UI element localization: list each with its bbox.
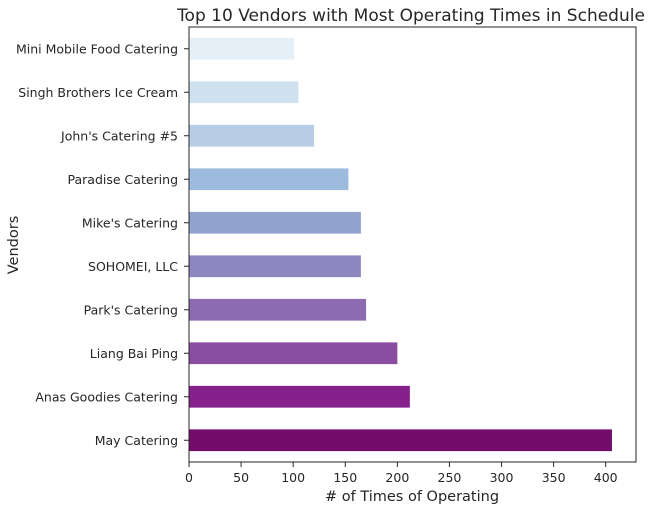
x-tick-label-8: 400: [594, 470, 618, 485]
y-tick-label-3: Park's Catering: [84, 302, 178, 317]
x-tick-label-6: 300: [490, 470, 514, 485]
bar-4: [189, 255, 361, 278]
x-tick-label-5: 250: [438, 470, 462, 485]
y-tick-label-4: SOHOMEI, LLC: [88, 259, 178, 274]
x-tick-label-4: 200: [385, 470, 409, 485]
chart-title: Top 10 Vendors with Most Operating Times…: [176, 6, 645, 26]
bar-6: [189, 168, 349, 191]
x-tick-label-3: 150: [333, 470, 357, 485]
bar-9: [189, 37, 295, 60]
y-tick-label-2: Liang Bai Ping: [90, 346, 178, 361]
bar-7: [189, 124, 315, 147]
x-tick-label-2: 100: [281, 470, 305, 485]
bar-0: [189, 429, 612, 452]
y-tick-label-5: Mike's Catering: [82, 215, 178, 230]
ticks-layer: May Catering Anas Goodies Catering Liang B…: [16, 41, 618, 485]
bar-8: [189, 81, 299, 104]
y-tick-label-1: Anas Goodies Catering: [35, 389, 178, 404]
bar-1: [189, 385, 410, 408]
x-tick-label-0: 0: [185, 470, 193, 485]
y-tick-label-0: May Catering: [95, 433, 178, 448]
x-tick-label-1: 50: [233, 470, 249, 485]
y-tick-label-8: Singh Brothers Ice Cream: [18, 85, 178, 100]
y-axis-label: Vendors: [6, 216, 22, 275]
x-axis-label: # of Times of Operating: [325, 489, 499, 505]
y-tick-label-7: John's Catering #5: [60, 128, 178, 143]
y-tick-label-6: Paradise Catering: [68, 172, 178, 187]
bar-5: [189, 211, 361, 234]
y-tick-label-9: Mini Mobile Food Catering: [16, 41, 178, 56]
bars-layer: [189, 37, 612, 452]
plot-frame: [188, 26, 637, 463]
bar-2: [189, 342, 398, 365]
bar-3: [189, 298, 367, 321]
x-tick-label-7: 350: [542, 470, 566, 485]
